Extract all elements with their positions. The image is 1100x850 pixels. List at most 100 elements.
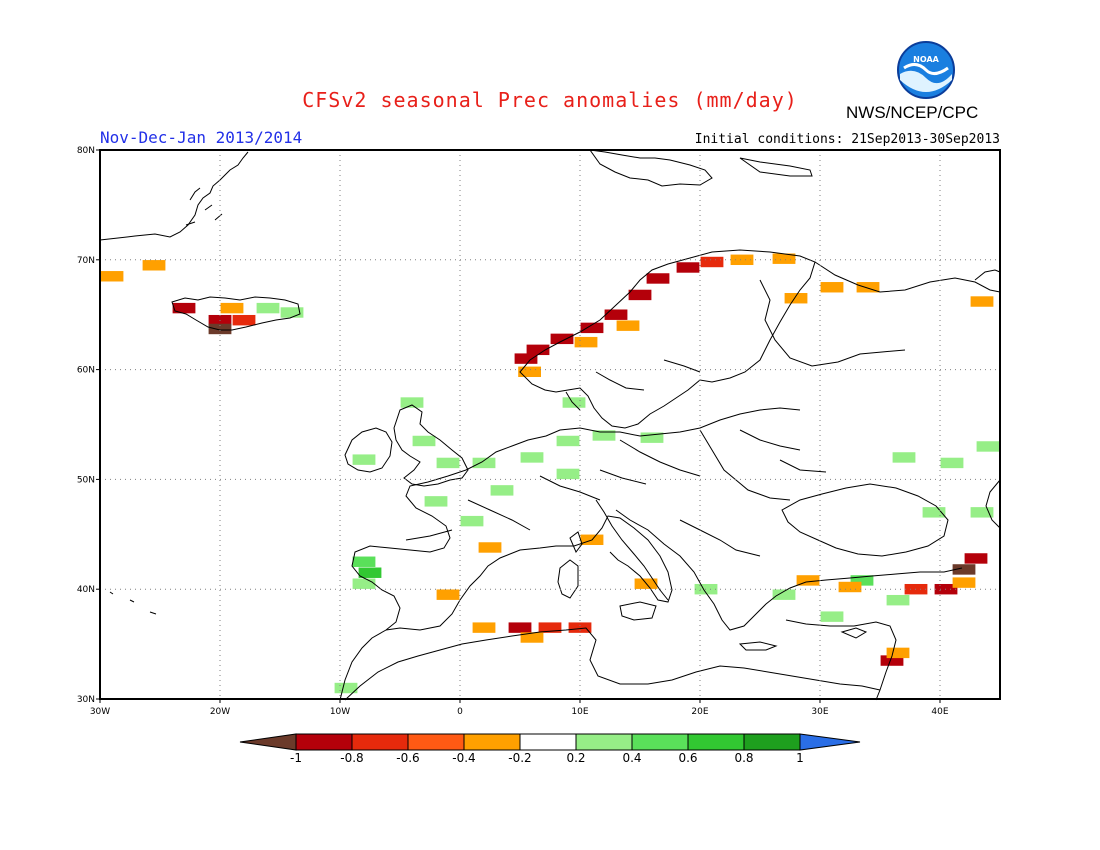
anomaly-cell — [472, 622, 496, 633]
anomaly-cell — [280, 307, 304, 318]
colorbar-segment — [407, 733, 465, 751]
anomaly-cell — [556, 468, 580, 480]
colorbar-label: 0.2 — [566, 751, 585, 765]
anomaly-cell — [616, 320, 640, 331]
lon-tick-label: 20E — [691, 707, 708, 717]
colorbar-segment — [631, 733, 689, 751]
anomaly-cell — [976, 441, 1000, 452]
anomaly-cell — [412, 435, 436, 447]
lon-tick-label: 20W — [210, 707, 230, 717]
anomaly-cell — [436, 589, 460, 600]
colorbar-label: -0.4 — [452, 751, 475, 765]
anomaly-cell — [970, 507, 994, 518]
anomaly-cell — [436, 457, 460, 469]
anomaly-cell — [472, 457, 496, 469]
anomaly-cell — [886, 647, 910, 659]
colorbar-label: 0.8 — [734, 751, 753, 765]
anomaly-cell — [970, 296, 994, 307]
colorbar-arrow-high — [799, 733, 861, 751]
lat-tick-label: 70N — [77, 256, 95, 266]
anomaly-cell — [952, 577, 976, 588]
anomaly-cell — [358, 567, 382, 578]
coastlines — [99, 149, 1001, 701]
anomaly-cell — [400, 397, 424, 408]
lat-tick-label: 40N — [77, 585, 95, 595]
lat-tick-label: 60N — [77, 366, 95, 376]
colorbar-label: -0.6 — [396, 751, 419, 765]
anomaly-cell — [562, 397, 586, 408]
chart-title: CFSv2 seasonal Prec anomalies (mm/day) — [302, 88, 798, 112]
anomaly-cell — [646, 273, 670, 284]
anomaly-cell — [700, 256, 724, 268]
anomaly-cell — [352, 556, 376, 567]
anomaly-cell — [142, 260, 166, 271]
anomaly-cell — [208, 323, 232, 335]
noaa-logo-icon: NOAA — [897, 41, 955, 99]
axis-ticks: 30W 20W 10W 0 10E 20E 30E 40E 30N 40N 50N 60N 70N 80N — [77, 146, 949, 717]
anomaly-cell — [568, 622, 592, 633]
anomaly-cell — [640, 432, 664, 443]
anomaly-cell — [880, 655, 904, 666]
colorbar-label: 0.6 — [678, 751, 697, 765]
colorbar-segment — [687, 733, 745, 751]
anomaly-cell — [352, 578, 376, 589]
anomaly-cell — [424, 496, 448, 507]
colorbar-label: -0.8 — [340, 751, 363, 765]
anomaly-cell — [538, 622, 562, 633]
anomaly-cell — [628, 289, 652, 301]
lat-tick-label: 50N — [77, 475, 95, 485]
lon-tick-label: 10W — [330, 707, 350, 717]
anomaly-cell — [490, 485, 514, 496]
anomaly-cell — [952, 564, 976, 575]
anomaly-cell — [220, 302, 244, 314]
colorbar-segment — [295, 733, 353, 751]
anomaly-cell — [886, 594, 910, 606]
anomaly-cell — [172, 302, 196, 314]
anomaly-cell — [520, 452, 544, 463]
anomaly-cell — [838, 581, 862, 593]
anomaly-cell — [508, 622, 532, 633]
anomaly-cell — [256, 302, 280, 314]
lat-tick-label: 80N — [77, 146, 95, 156]
anomaly-cell — [232, 314, 256, 326]
anomaly-cell — [592, 430, 616, 441]
colorbar-arrow-low — [239, 733, 297, 751]
anomaly-cell — [796, 575, 820, 586]
colorbar-segment — [575, 733, 633, 751]
colorbar-label: 0.4 — [622, 751, 641, 765]
lon-tick-label: 10E — [571, 707, 588, 717]
lon-tick-label: 0 — [457, 707, 463, 717]
lon-tick-label: 30E — [811, 707, 828, 717]
anomaly-cell — [518, 366, 541, 378]
initial-conditions-label: Initial conditions: 21Sep2013-30Sep2013 — [694, 132, 1000, 147]
anomaly-cell — [460, 515, 484, 527]
anomaly-cell — [478, 542, 502, 553]
colorbar-segment — [463, 733, 521, 751]
anomaly-cell — [574, 336, 598, 348]
colorbar: -1 -0.8 -0.6 -0.4 -0.2 0.2 0.4 0.6 0.8 1 — [239, 733, 861, 765]
colorbar-label: -1 — [290, 751, 302, 765]
colorbar-label: 1 — [796, 751, 804, 765]
anomaly-cell — [784, 293, 808, 304]
anomaly-cell — [580, 322, 604, 334]
anomaly-cell — [730, 254, 754, 266]
anomaly-cell — [334, 682, 358, 694]
colorbar-label: -0.2 — [508, 751, 531, 765]
map-frame — [99, 149, 1001, 700]
lon-tick-label: 40E — [931, 707, 948, 717]
anomaly-cell — [922, 507, 946, 518]
anomaly-cell — [772, 253, 796, 264]
anomaly-cell — [604, 309, 628, 320]
svg-text:NOAA: NOAA — [913, 55, 939, 64]
anomaly-cell — [820, 611, 844, 622]
lat-tick-label: 30N — [77, 695, 95, 705]
graticule — [100, 150, 1000, 699]
colorbar-segment — [519, 733, 577, 751]
anomaly-cell — [556, 435, 580, 447]
anomaly-cell — [676, 262, 700, 273]
agency-label: NWS/NCEP/CPC — [846, 103, 979, 122]
colorbar-segment — [351, 733, 409, 751]
anomaly-cell — [940, 457, 964, 469]
anomaly-cell — [850, 575, 874, 586]
